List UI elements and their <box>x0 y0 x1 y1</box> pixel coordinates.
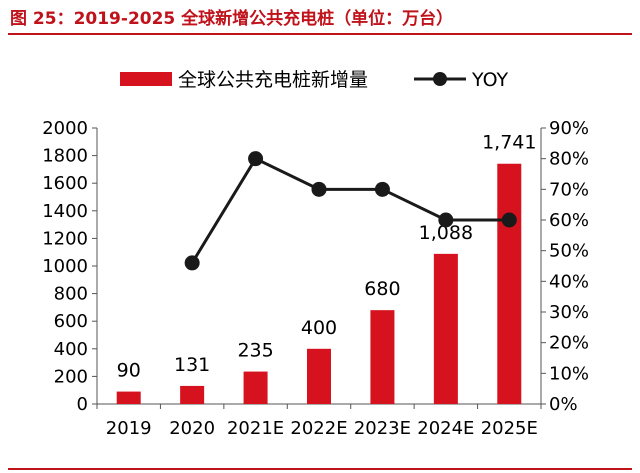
axes: 0 200 400 600 800 1000 1200 1400 1600 1800 2000 0% 1… <box>42 118 589 439</box>
legend-bar-swatch <box>120 72 172 86</box>
bar <box>116 391 141 404</box>
x-axis-tick-label: 2025E <box>481 418 538 439</box>
yoy-point <box>374 181 390 197</box>
yoy-point <box>248 151 264 167</box>
bar-data-label: 235 <box>237 340 273 362</box>
yoy-point <box>438 212 454 228</box>
legend-bar-label: 全球公共充电桩新增量 <box>178 69 368 91</box>
left-axis-tick-label: 1800 <box>42 146 88 167</box>
bar <box>497 163 522 404</box>
left-axis-tick-label: 2000 <box>42 118 88 139</box>
yoy-point <box>501 212 517 228</box>
left-axis-tick-label: 0 <box>77 394 88 415</box>
title-rule <box>8 33 632 35</box>
left-axis-tick-label: 1200 <box>42 228 88 249</box>
left-axis-tick-label: 1600 <box>42 173 88 194</box>
bar-data-label: 1,741 <box>482 132 536 154</box>
bar-data-label: 90 <box>117 360 141 382</box>
right-axis-tick-label: 80% <box>549 149 589 170</box>
bottom-rule <box>8 468 632 470</box>
x-axis-tick-label: 2024E <box>417 418 474 439</box>
bar <box>433 253 458 404</box>
yoy-line <box>190 156 510 264</box>
yoy-point <box>184 255 200 271</box>
right-axis-tick-label: 40% <box>549 271 589 292</box>
right-axis-tick-label: 0% <box>549 394 578 415</box>
bar <box>243 371 268 404</box>
bar <box>180 385 205 404</box>
left-axis-tick-label: 800 <box>54 284 88 305</box>
bar-labels: 90 131 235 400 680 1,088 1,741 <box>117 132 537 382</box>
x-axis-tick-label: 2023E <box>354 418 411 439</box>
x-axis-tick-label: 2020 <box>169 418 215 439</box>
legend-line-marker <box>433 72 447 86</box>
right-axis-tick-label: 30% <box>549 302 589 323</box>
x-axis-tick-label: 2022E <box>290 418 347 439</box>
bar <box>370 310 395 404</box>
left-axis-tick-label: 1400 <box>42 201 88 222</box>
right-axis-tick-label: 10% <box>549 363 589 384</box>
bar-data-label: 1,088 <box>419 222 473 244</box>
right-axis-tick-label: 60% <box>549 210 589 231</box>
left-axis-tick-label: 600 <box>54 311 88 332</box>
yoy-series <box>184 151 517 271</box>
right-axis-tick-label: 20% <box>549 333 589 354</box>
yoy-point <box>311 181 327 197</box>
right-axis-tick-label: 70% <box>549 179 589 200</box>
left-axis-tick-label: 1000 <box>42 256 88 277</box>
right-axis-tick-label: 90% <box>549 118 589 139</box>
x-axis-tick-label: 2019 <box>106 418 152 439</box>
legend: 全球公共充电桩新增量 YOY <box>120 69 508 91</box>
bar-data-label: 400 <box>301 317 337 339</box>
bars <box>116 163 522 404</box>
bar-data-label: 680 <box>364 278 400 300</box>
bar <box>307 348 331 404</box>
left-axis-tick-label: 400 <box>54 339 88 360</box>
legend-line-label: YOY <box>471 69 508 91</box>
bar-data-label: 131 <box>174 354 210 376</box>
left-axis-tick-label: 200 <box>54 366 88 387</box>
figure-title: 图 25：2019-2025 全球新增公共充电桩（单位：万台） <box>10 9 454 29</box>
x-axis-tick-label: 2021E <box>227 418 284 439</box>
right-axis-tick-label: 50% <box>549 241 589 262</box>
